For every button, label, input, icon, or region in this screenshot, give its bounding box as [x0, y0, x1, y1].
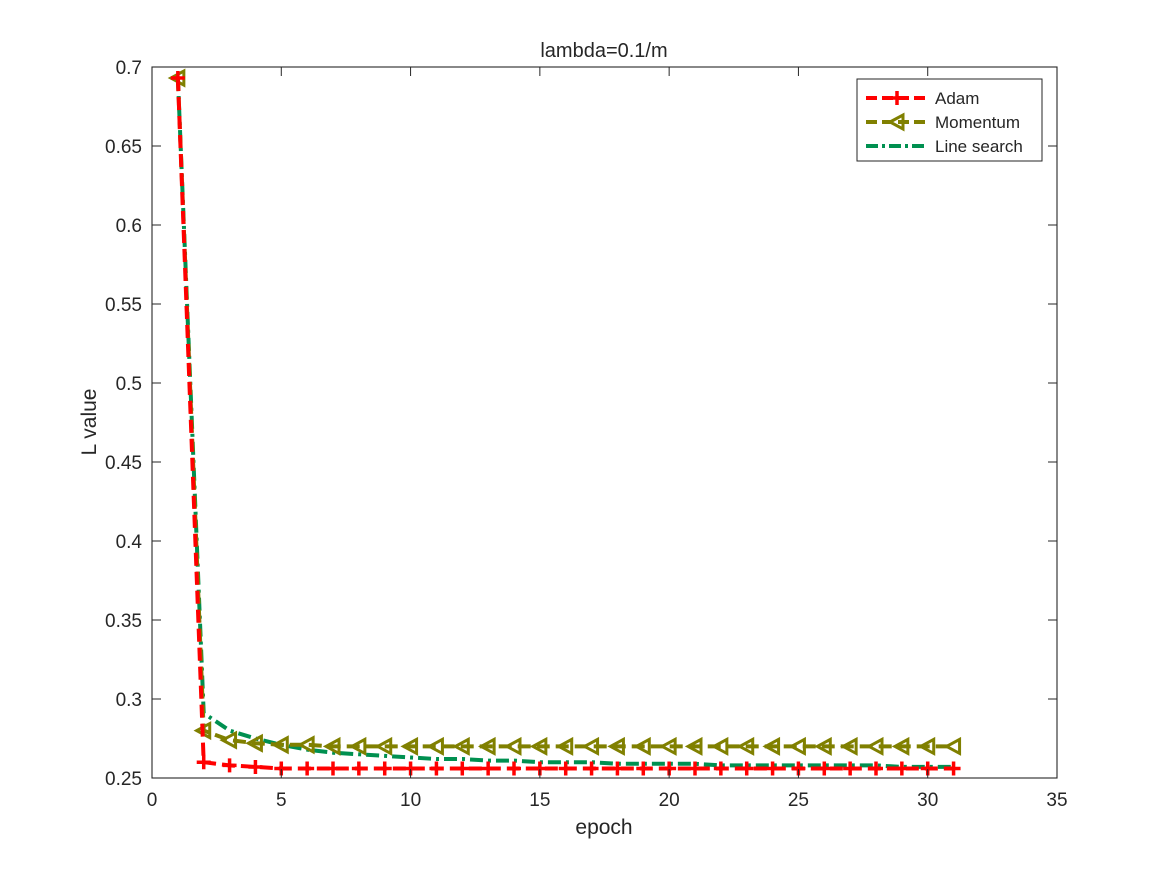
data-layer	[167, 68, 962, 776]
x-tick-label: 35	[1046, 790, 1067, 811]
x-tick-label: 25	[788, 790, 809, 811]
data-point-adam	[326, 761, 340, 776]
data-point-momentum	[374, 736, 393, 756]
data-point-adam	[300, 761, 315, 776]
data-point-momentum	[917, 736, 936, 756]
data-point-adam	[455, 761, 470, 776]
data-point-adam	[894, 761, 909, 776]
x-tick-label: 10	[400, 790, 421, 811]
y-tick-label: 0.65	[105, 137, 142, 158]
data-point-momentum	[839, 736, 858, 756]
data-point-momentum	[736, 736, 755, 756]
data-point-momentum	[348, 736, 367, 756]
series-line-momentum	[175, 78, 954, 749]
data-point-momentum	[296, 735, 315, 755]
data-point-adam	[688, 761, 702, 776]
legend-label-line-search: Line search	[935, 137, 1023, 156]
data-point-adam	[713, 761, 728, 776]
data-point-momentum	[452, 736, 470, 756]
data-point-adam	[946, 761, 961, 776]
data-point-momentum	[788, 736, 806, 756]
x-tick-label: 5	[276, 790, 287, 811]
data-point-momentum	[891, 736, 910, 756]
data-point-momentum	[426, 736, 444, 756]
data-point-momentum	[400, 736, 419, 756]
data-point-momentum	[710, 736, 729, 756]
data-point-momentum	[762, 736, 781, 756]
x-tick-label: 15	[529, 790, 550, 811]
data-point-momentum	[684, 736, 703, 756]
x-tick-label: 30	[917, 790, 938, 811]
data-point-momentum	[555, 736, 574, 756]
data-point-momentum	[271, 735, 289, 755]
data-point-adam	[843, 761, 858, 776]
data-point-adam	[817, 761, 832, 776]
data-point-momentum	[943, 736, 962, 756]
plot-area	[152, 67, 1057, 778]
data-point-momentum	[814, 736, 832, 756]
data-point-momentum	[529, 736, 548, 756]
x-tick-label: 0	[147, 790, 158, 811]
tick-layer: 0 5 10 15 20 25 30 35 0.25 0.3 0.35 0.4 0.45 0.5 0.55 0…	[105, 58, 1068, 811]
y-tick-label: 0.3	[116, 690, 142, 711]
x-tick-label: 20	[659, 790, 680, 811]
data-point-momentum	[633, 736, 651, 756]
data-point-momentum	[477, 736, 496, 756]
y-tick-label: 0.35	[105, 611, 142, 632]
data-point-adam	[584, 761, 599, 776]
data-point-momentum	[219, 730, 238, 750]
data-point-momentum	[503, 736, 522, 756]
data-point-adam	[765, 761, 780, 776]
data-point-adam	[196, 755, 211, 770]
x-axis-title: epoch	[575, 816, 632, 839]
data-point-adam	[869, 761, 883, 776]
data-point-adam	[377, 761, 392, 776]
data-point-momentum	[865, 736, 884, 756]
data-point-momentum	[322, 736, 341, 756]
legend-marker-adam	[890, 91, 904, 105]
data-point-adam	[170, 71, 185, 86]
y-tick-label: 0.7	[116, 58, 142, 79]
legend: Adam Momentum Line search	[856, 78, 1043, 162]
data-point-adam	[481, 761, 496, 776]
data-point-momentum	[658, 736, 677, 756]
y-tick-label: 0.25	[105, 769, 142, 790]
data-point-adam	[222, 758, 237, 773]
data-point-momentum	[581, 736, 600, 756]
legend-label-adam: Adam	[935, 89, 979, 108]
legend-entries	[866, 91, 928, 148]
data-point-adam	[507, 761, 521, 776]
data-point-adam	[558, 761, 573, 776]
data-point-adam	[636, 761, 651, 776]
legend-marker-momentum	[886, 112, 905, 132]
y-tick-label: 0.45	[105, 453, 142, 474]
chart-title: lambda=0.1/m	[540, 40, 667, 62]
data-point-adam	[739, 761, 754, 776]
legend-label-momentum: Momentum	[935, 113, 1020, 132]
y-tick-label: 0.6	[116, 216, 142, 237]
data-point-momentum	[607, 736, 625, 756]
data-point-momentum	[245, 733, 263, 753]
y-tick-label: 0.55	[105, 295, 142, 316]
data-point-adam	[610, 761, 625, 776]
y-tick-label: 0.4	[116, 532, 143, 553]
y-tick-label: 0.5	[116, 374, 142, 395]
axes-box	[151, 66, 1058, 779]
y-axis-title: L value	[78, 389, 101, 456]
data-point-adam	[429, 761, 444, 776]
data-point-adam	[351, 761, 366, 776]
data-point-adam	[248, 759, 263, 774]
